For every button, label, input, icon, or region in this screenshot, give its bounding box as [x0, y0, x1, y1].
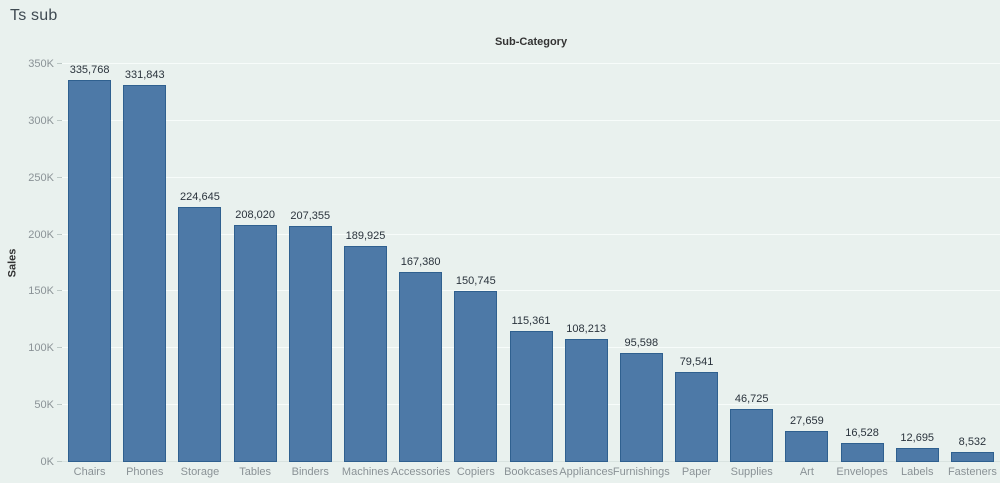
sheet-title: Ts sub	[10, 7, 58, 24]
y-axis-tick-label: 0K	[40, 456, 54, 468]
tick-mark	[57, 119, 62, 121]
x-axis-label: Chairs	[73, 466, 106, 478]
x-axis-label: Storage	[180, 466, 220, 478]
tick-mark	[57, 347, 62, 349]
x-axis-label: Appliances	[559, 466, 614, 478]
x-axis-label: Accessories	[390, 466, 451, 478]
bar[interactable]	[619, 353, 663, 462]
y-axis-tick-label: 150K	[28, 285, 54, 298]
bar[interactable]	[785, 430, 829, 462]
x-axis-label: Copiers	[456, 466, 495, 478]
bar[interactable]	[68, 80, 112, 462]
bar[interactable]	[564, 338, 608, 462]
y-axis: 0K 50K 100K 150K 200K 250K 300K 350K	[0, 58, 54, 468]
bar-value-label: 46,725	[734, 392, 769, 405]
bar-value-label: 208,020	[235, 209, 275, 222]
x-axis-label: Art	[799, 466, 814, 478]
bar[interactable]	[178, 206, 222, 462]
x-axis-label: Labels	[901, 466, 934, 478]
gridline	[62, 119, 1000, 121]
bar-value-label: 224,645	[180, 190, 220, 203]
bar-value-label: 189,925	[345, 230, 386, 243]
bar[interactable]	[840, 443, 884, 462]
bar-value-label: 167,380	[400, 255, 441, 268]
gridline	[62, 176, 1000, 178]
y-axis-tick-label: 100K	[28, 342, 54, 355]
bar[interactable]	[343, 246, 387, 462]
tick-mark	[57, 233, 62, 235]
chart-title: Sub-Category	[494, 36, 568, 48]
tick-mark	[57, 290, 62, 292]
x-axis-label: Paper	[681, 466, 712, 478]
x-axis-label: Fasteners	[947, 466, 997, 478]
bar[interactable]	[509, 330, 553, 462]
bar-value-label: 16,528	[845, 427, 879, 440]
bar-value-label: 27,659	[790, 414, 824, 427]
x-axis-label: Furnishings	[612, 466, 670, 478]
tick-mark	[57, 461, 62, 462]
bar-value-label: 79,541	[679, 355, 714, 368]
y-axis-tick-label: 50K	[34, 399, 54, 412]
bar-value-label: 12,695	[900, 431, 935, 444]
x-axis-label: Supplies	[730, 466, 773, 478]
y-axis-tick-label: 350K	[28, 58, 54, 70]
plot-area: 335,768 331,843 224,645 208,020 207,355 189,9…	[62, 63, 1000, 462]
y-axis-tick-label: 300K	[28, 114, 54, 127]
gridline	[62, 63, 1000, 64]
x-axis-label: Bookcases	[504, 466, 558, 478]
bar[interactable]	[233, 225, 277, 462]
x-axis-label: Tables	[239, 466, 272, 478]
bar-value-label: 95,598	[624, 337, 659, 350]
bar-value-label: 150,745	[455, 274, 496, 287]
x-axis-label: Binders	[291, 466, 329, 478]
y-axis-ticks	[57, 63, 62, 462]
bar-value-label: 8,532	[958, 436, 987, 449]
bar[interactable]	[399, 271, 443, 462]
y-axis-tick-label: 250K	[28, 171, 54, 184]
bar-value-label: 108,213	[566, 322, 607, 335]
bar[interactable]	[895, 447, 939, 462]
bar-value-label: 335,768	[69, 64, 110, 77]
bar[interactable]	[288, 226, 332, 462]
bar[interactable]	[950, 452, 994, 462]
bar-value-label: 115,361	[511, 314, 551, 327]
bar[interactable]	[675, 371, 719, 462]
gridline	[62, 290, 1000, 292]
tick-mark	[57, 404, 62, 406]
bar[interactable]	[454, 290, 498, 462]
y-axis-tick-label: 200K	[28, 228, 54, 241]
bar-value-label: 331,843	[124, 68, 165, 81]
x-axis: Chairs Phones Storage Tables Binders Machines…	[62, 462, 1000, 483]
tick-mark	[57, 176, 62, 178]
x-axis-label: Envelopes	[836, 466, 888, 478]
gridline	[62, 233, 1000, 235]
x-axis-label: Phones	[126, 466, 164, 478]
bar-value-label: 207,355	[290, 210, 331, 223]
tick-mark	[57, 63, 62, 64]
x-axis-label: Machines	[341, 466, 390, 478]
bar[interactable]	[123, 84, 167, 462]
bar[interactable]	[730, 408, 774, 462]
